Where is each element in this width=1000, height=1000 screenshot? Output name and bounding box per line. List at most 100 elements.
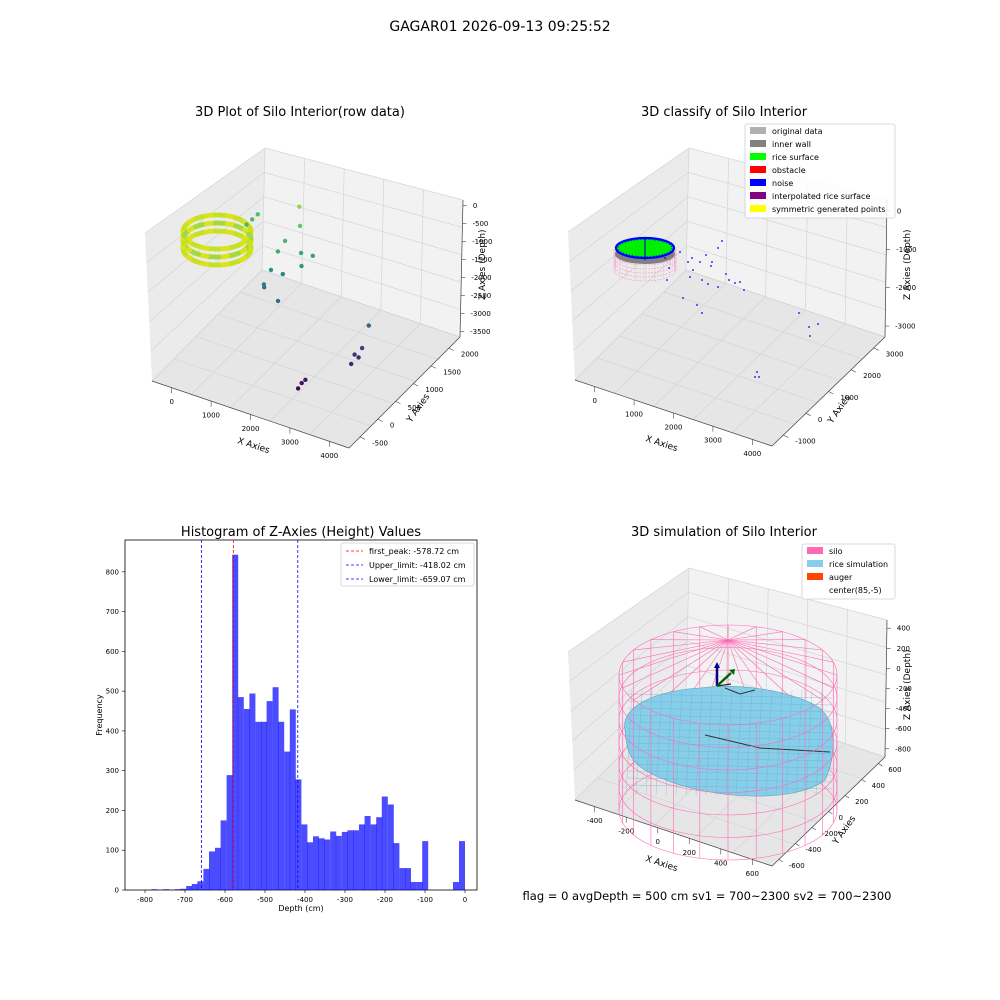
histogram-bar (203, 868, 210, 890)
rice-mesh-line (627, 770, 833, 776)
raw-data-point (282, 238, 288, 244)
rice-crease-line (724, 687, 756, 695)
raw-y-tick (359, 436, 366, 440)
histogram-y-tick-label: 200 (106, 807, 119, 815)
silo-wall-ring (613, 242, 677, 266)
raw-data-point (359, 345, 365, 351)
noise-point (743, 289, 745, 291)
silo-roof-spoke (633, 639, 729, 651)
classify-x-label: 1000 (625, 410, 643, 418)
silo-roof-spoke (727, 639, 834, 663)
rice-mesh-line (627, 784, 833, 790)
histogram-legend-frame (340, 542, 475, 587)
floor-grid-line (309, 323, 421, 435)
floor-grid-line (653, 296, 766, 407)
raw-data-point (298, 250, 304, 256)
simulation-legend-label: center(85,-5) (829, 586, 882, 595)
classify-x-label: 2000 (665, 424, 683, 432)
simulation-y-label: 0 (839, 814, 843, 822)
floor-grid-line (261, 269, 461, 338)
simulation-x-label: 0 (656, 838, 660, 846)
simulation-legend-label: auger (829, 573, 853, 582)
noise-point (707, 283, 709, 285)
wall-grid-line (151, 269, 263, 382)
histogram-bar (307, 842, 313, 890)
classify-3d-axes-box (567, 147, 888, 447)
histogram-bar (151, 889, 158, 890)
raw-x-axis-label: X Axies (236, 436, 271, 456)
floor-grid-line (619, 335, 818, 403)
histogram-bar (295, 779, 302, 890)
simulation-y-tick (844, 795, 850, 799)
raw-z-label: -1000 (472, 238, 492, 246)
wall-grid-line (687, 616, 887, 676)
wall-grid-line (688, 567, 888, 621)
auger-y-arrow (716, 672, 732, 687)
wall-grid-line (687, 196, 887, 256)
wall-grid-line (686, 245, 886, 310)
classify-z-label: -1000 (896, 246, 916, 254)
simulation-y-label: -200 (822, 830, 838, 838)
histogram-bar (174, 889, 181, 890)
noise-point (817, 323, 819, 325)
floor-grid-line (195, 336, 394, 404)
histogram-x-tick-label: -500 (257, 896, 273, 904)
panel-classify-3d: 3D classify of Silo Interior 0 1000 2000 30… (567, 105, 917, 458)
histogram-legend-label: Lower_limit: -659.07 cm (369, 575, 466, 584)
raw-data-point (366, 323, 371, 328)
rice-mesh-line (627, 777, 833, 783)
rice-mesh-line (725, 689, 733, 796)
histogram-y-tick-label: 800 (106, 568, 119, 576)
raw-data-point (262, 285, 267, 290)
rice-mesh-line (775, 689, 783, 796)
rice-mesh-line (627, 714, 833, 720)
panel-raw-3d: 3D Plot of Silo Interior(row data) 0 1000… (144, 105, 492, 460)
floor-grid-line (597, 357, 795, 425)
panel-histogram: Histogram of Z-Axies (Height) Values -80… (95, 525, 478, 913)
histogram-bar (330, 831, 337, 890)
classify-legend-label: original data (772, 127, 823, 136)
raw-y-label: 1000 (425, 386, 443, 394)
rice-mesh-line (715, 689, 723, 796)
noise-point (691, 257, 693, 259)
classify-y-tick (805, 413, 811, 416)
simulation-z-label: -800 (895, 745, 911, 753)
simulation-y-label: 200 (855, 798, 868, 806)
noise-point (711, 261, 713, 263)
histogram-legend: first_peak: -578.72 cm Upper_limit: -418.… (340, 542, 475, 587)
raw-y-tick (395, 401, 401, 405)
histogram-bar (453, 882, 459, 890)
histogram-bar (243, 709, 250, 890)
histogram-bar (393, 843, 400, 890)
histogram-bar (261, 721, 267, 890)
noise-point (754, 376, 756, 378)
simulation-z-tick-labels: 400 200 0 -200 -400 -600 -800 (885, 625, 912, 753)
histogram-legend-label: Upper_limit: -418.02 cm (369, 561, 466, 570)
noise-point (705, 254, 707, 256)
raw-data-point (310, 253, 315, 258)
noise-point (808, 326, 810, 328)
noise-point (739, 281, 741, 283)
silo-roof-spoke (727, 639, 823, 701)
noise-point (717, 247, 719, 249)
classify-y-label: 0 (818, 416, 822, 424)
classify-y-tick-labels: -1000 0 1000 2000 3000 (783, 347, 904, 446)
raw-data-point (299, 263, 304, 269)
simulation-y-tick (811, 827, 817, 831)
histogram-y-tick-label: 600 (106, 648, 119, 656)
simulation-auger (714, 662, 735, 687)
classify-x-label: 0 (592, 397, 596, 405)
classify-y-label: 2000 (863, 372, 881, 380)
floor-grid-line (614, 283, 727, 394)
noise-point (668, 267, 670, 269)
raw-y-tick (377, 418, 383, 422)
wall-grid-line (570, 616, 689, 712)
back-pane-left (568, 148, 689, 380)
histogram-bar (220, 820, 227, 890)
wall-grid-line (573, 245, 687, 351)
simulation-legend-frame (801, 543, 896, 600)
rice-mesh-line (655, 689, 663, 796)
classify-y-axis-label: Y Axies (826, 393, 854, 426)
noise-point (717, 286, 719, 288)
panel-raw-title: 3D Plot of Silo Interior(row data) (195, 105, 405, 120)
